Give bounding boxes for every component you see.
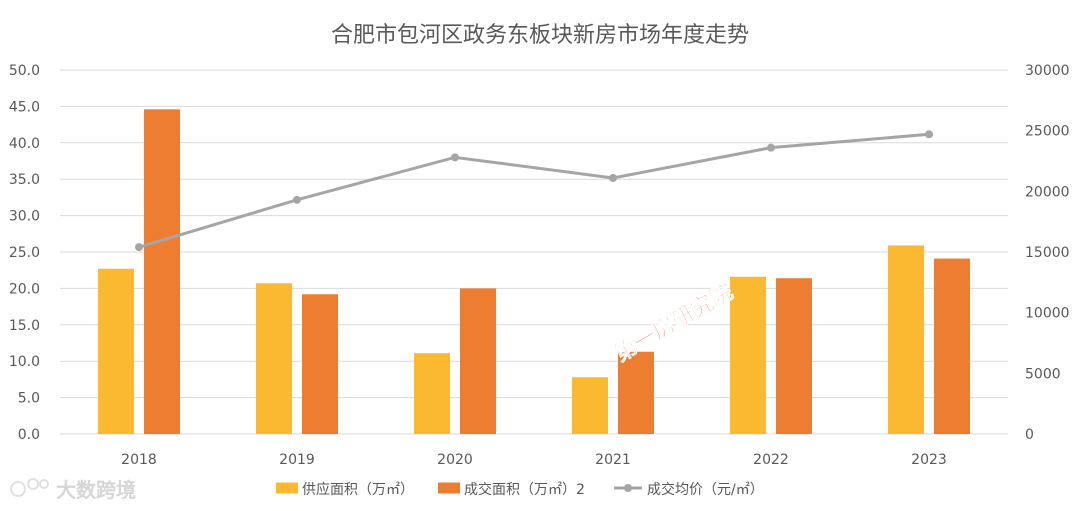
bar-supply [98,268,134,434]
x-tick-label: 2018 [121,452,157,468]
left-tick-label: 45.0 [9,99,40,115]
watermark-corner-text: 大数跨境 [56,478,136,502]
right-tick-label: 20000 [1025,184,1070,200]
left-tick-label: 35.0 [9,172,40,188]
left-tick-label: 40.0 [9,136,40,152]
x-tick-label: 2020 [437,452,473,468]
x-axis: 2018 2019 2020 2021 2022 2023 [121,452,947,468]
bar-supply [414,353,450,434]
price-line [135,130,933,252]
watermark-center: 第一房研究院 [610,278,738,368]
x-tick-label: 2023 [911,452,947,468]
price-point [609,173,617,182]
legend-label: 成交面积（万㎡）2 [464,481,585,498]
bar-supply [730,276,766,434]
legend-swatch [438,482,460,494]
bars [98,109,970,434]
price-point [135,243,143,252]
bar-transaction [144,109,180,434]
legend-label: 供应面积（万㎡） [302,481,414,498]
left-tick-label: 10.0 [9,354,40,370]
watermark-text: 第一房研究院 [610,279,737,368]
bar-transaction [618,351,654,434]
right-tick-label: 30000 [1025,63,1070,79]
x-tick-label: 2021 [595,452,631,468]
chart-title: 合肥市包河区政务东板块新房市场年度走势 [331,23,749,48]
bar-transaction [460,288,496,434]
left-y-axis: 0.0 5.0 10.0 15.0 20.0 25.0 30.0 35.0 40.0 45.0 50… [9,63,40,443]
price-point [767,143,775,152]
right-tick-label: 5000 [1025,366,1061,382]
right-tick-label: 25000 [1025,124,1070,140]
watermark-corner: 大数跨境 [10,478,136,502]
bar-transaction [776,278,812,434]
brand-logo-icon [10,478,49,497]
price-point [451,153,459,162]
legend-marker [624,484,632,492]
right-tick-label: 10000 [1025,306,1070,322]
right-tick-label: 15000 [1025,245,1070,261]
bar-transaction [302,294,338,434]
bar-supply [888,245,924,434]
legend-label: 成交均价（元/㎡） [647,481,764,498]
price-line-path [138,132,930,249]
left-tick-label: 0.0 [18,427,40,443]
x-tick-label: 2022 [753,452,789,468]
price-point [293,195,301,204]
price-point [925,130,933,139]
left-tick-label: 15.0 [9,318,40,334]
bar-supply [256,283,292,434]
left-tick-label: 20.0 [9,281,40,297]
legend-swatch [276,482,298,494]
left-tick-label: 30.0 [9,209,40,225]
bar-transaction [934,258,970,434]
gridlines [60,69,1008,435]
legend: 供应面积（万㎡） 成交面积（万㎡）2 成交均价（元/㎡） [276,481,764,498]
left-tick-label: 50.0 [9,63,40,79]
left-tick-label: 25.0 [9,245,40,261]
x-tick-label: 2019 [279,452,315,468]
left-tick-label: 5.0 [18,391,40,407]
right-tick-label: 0 [1025,427,1034,443]
right-y-axis: 0 5000 10000 15000 20000 25000 30000 [1025,63,1070,443]
bar-supply [572,377,608,434]
